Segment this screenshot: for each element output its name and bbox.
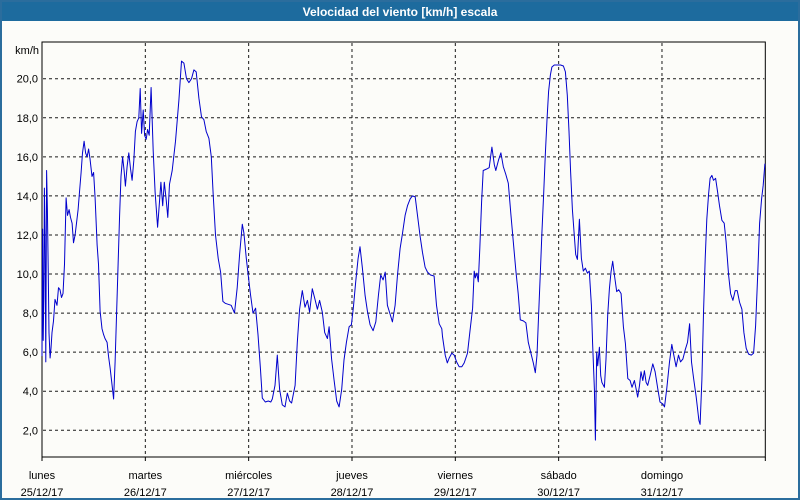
y-axis-labels: 2,0 4,0 6,0 8,0 10,0 12,0 14,0 16,0 18,0 20,0 (17, 74, 38, 438)
wind-speed-line (41, 60, 766, 441)
svg-text:29/12/17: 29/12/17 (434, 487, 477, 499)
svg-text:domingo: domingo (641, 470, 683, 482)
plot-area-frame (41, 41, 766, 458)
svg-text:miércoles: miércoles (225, 470, 273, 482)
svg-text:2,0: 2,0 (23, 425, 38, 437)
svg-text:30/12/17: 30/12/17 (537, 487, 580, 499)
svg-text:10,0: 10,0 (17, 269, 38, 281)
svg-text:18,0: 18,0 (17, 113, 38, 125)
svg-text:28/12/17: 28/12/17 (331, 487, 374, 499)
svg-text:jueves: jueves (335, 470, 368, 482)
svg-text:20,0: 20,0 (17, 74, 38, 86)
vertical-gridlines (144, 43, 663, 456)
svg-text:25/12/17: 25/12/17 (21, 487, 64, 499)
svg-text:12,0: 12,0 (17, 230, 38, 242)
svg-text:sábado: sábado (541, 470, 577, 482)
y-unit-label: km/h (15, 45, 39, 57)
svg-text:lunes: lunes (29, 470, 56, 482)
svg-text:martes: martes (129, 470, 163, 482)
svg-text:viernes: viernes (438, 470, 474, 482)
chart-title: Velocidad del viento [km/h] escala (302, 4, 498, 19)
x-axis-labels: lunes 25/12/17 martes 26/12/17 miércoles 27/1… (21, 470, 684, 499)
svg-text:14,0: 14,0 (17, 191, 38, 203)
svg-text:4,0: 4,0 (23, 386, 38, 398)
svg-text:26/12/17: 26/12/17 (124, 487, 167, 499)
svg-text:31/12/17: 31/12/17 (641, 487, 684, 499)
svg-text:8,0: 8,0 (23, 308, 38, 320)
svg-text:27/12/17: 27/12/17 (227, 487, 270, 499)
chart-title-bar: Velocidad del viento [km/h] escala (2, 2, 798, 21)
horizontal-gridlines (43, 78, 765, 431)
svg-text:6,0: 6,0 (23, 347, 38, 359)
svg-text:16,0: 16,0 (17, 152, 38, 164)
x-axis-ticks (41, 457, 766, 461)
